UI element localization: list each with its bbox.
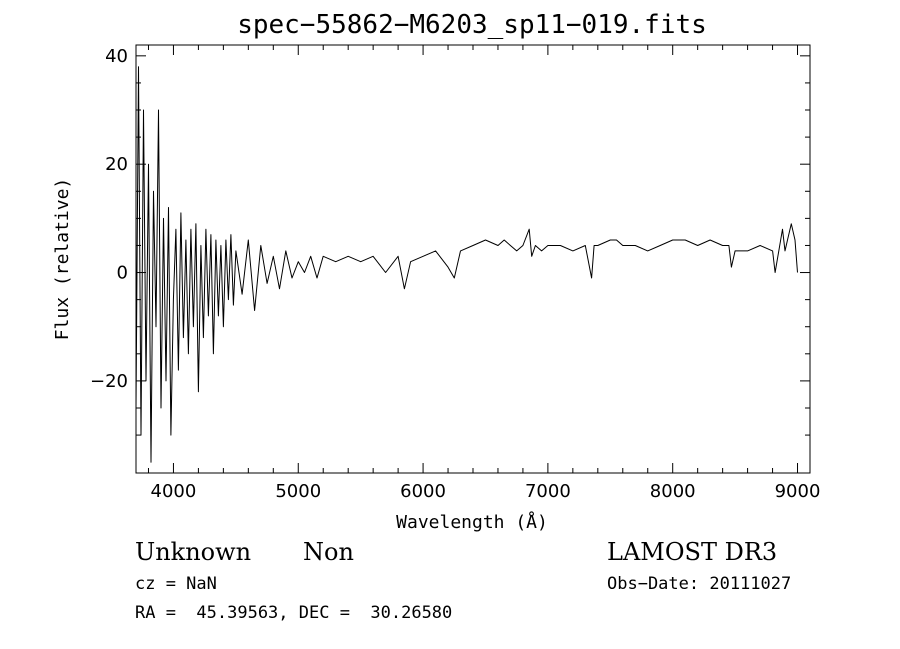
y-tick-label: 40 bbox=[105, 46, 128, 67]
x-tick-label: 8000 bbox=[650, 481, 696, 502]
x-tick-label: 4000 bbox=[151, 481, 197, 502]
chart-title: spec−55862−M6203_sp11−019.fits bbox=[237, 10, 707, 40]
axis-ticks bbox=[136, 45, 810, 473]
y-tick-label: 20 bbox=[105, 154, 128, 175]
x-axis-label: Wavelength (Å) bbox=[396, 511, 548, 533]
survey-label: LAMOST DR3 bbox=[607, 538, 778, 566]
spectrum-series-line bbox=[135, 66, 798, 463]
y-axis-label: Flux (relative) bbox=[52, 178, 73, 341]
y-tick-label: −20 bbox=[90, 371, 128, 392]
x-tick-label: 7000 bbox=[525, 481, 571, 502]
object-class-label: Unknown bbox=[135, 538, 252, 566]
y-tick-label: 0 bbox=[117, 263, 128, 284]
obs-date-label: Obs−Date: 20111027 bbox=[607, 574, 792, 594]
redshift-label: cz = NaN bbox=[135, 574, 217, 594]
x-tick-label: 5000 bbox=[275, 481, 321, 502]
x-tick-label: 6000 bbox=[400, 481, 446, 502]
coordinates-label: RA = 45.39563, DEC = 30.26580 bbox=[135, 603, 453, 623]
axis-tick-labels: 4000 5000 6000 7000 8000 9000 −20 0 20 40 bbox=[90, 46, 820, 502]
x-tick-label: 9000 bbox=[775, 481, 821, 502]
subclass-label: Non bbox=[303, 538, 354, 566]
